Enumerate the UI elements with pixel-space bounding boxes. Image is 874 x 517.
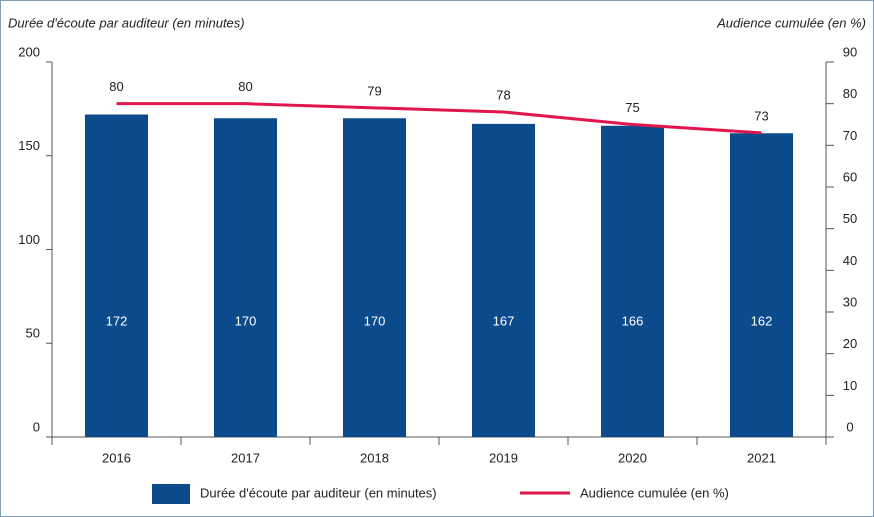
x-tick-label: 2018 xyxy=(360,450,389,465)
line xyxy=(116,102,762,135)
bar-value-label: 170 xyxy=(364,313,386,328)
line-value-label: 79 xyxy=(367,83,381,98)
y-tick-label: 0 xyxy=(33,419,40,434)
bar-value-label: 162 xyxy=(751,313,773,328)
y2-axis-title: Audience cumulée (en %) xyxy=(716,15,866,30)
y2-tick-label: 80 xyxy=(843,86,857,101)
line-value-label: 80 xyxy=(238,79,252,94)
line-value-label: 80 xyxy=(109,79,123,94)
line-value-label: 78 xyxy=(496,87,510,102)
bar xyxy=(730,133,793,437)
bar xyxy=(85,114,148,437)
bar-value-label: 172 xyxy=(106,313,128,328)
y2-tick-label: 20 xyxy=(843,336,857,351)
y2-tick-label: 90 xyxy=(843,44,857,59)
y2-tick-label: 10 xyxy=(843,378,857,393)
legend-label: Durée d'écoute par auditeur (en minutes) xyxy=(200,485,437,500)
bar xyxy=(601,125,664,437)
y-tick-label: 100 xyxy=(18,232,40,247)
line-value-label: 75 xyxy=(625,100,639,115)
y-tick-label: 200 xyxy=(18,44,40,59)
y-tick-label: 50 xyxy=(26,326,40,341)
x-tick-label: 2021 xyxy=(747,450,776,465)
bar-value-label: 170 xyxy=(235,313,257,328)
y2-tick-label: 40 xyxy=(843,253,857,268)
bar-value-label: 166 xyxy=(622,313,644,328)
y-tick-label: 150 xyxy=(18,138,40,153)
y2-tick-label: 60 xyxy=(843,169,857,184)
x-tick-label: 2016 xyxy=(102,450,131,465)
bar-value-label: 167 xyxy=(493,313,515,328)
x-tick-label: 2019 xyxy=(489,450,518,465)
y2-tick-label: 70 xyxy=(843,128,857,143)
y2-tick-label: 50 xyxy=(843,211,857,226)
bar xyxy=(214,118,277,437)
bar xyxy=(343,118,406,437)
y-axis-title: Durée d'écoute par auditeur (en minutes) xyxy=(8,15,245,30)
line-value-label: 73 xyxy=(754,108,768,123)
x-tick-label: 2017 xyxy=(231,450,260,465)
bar xyxy=(472,123,535,437)
y2-tick-label: 0 xyxy=(846,419,853,434)
x-tick-label: 2020 xyxy=(618,450,647,465)
legend-label: Audience cumulée (en %) xyxy=(580,485,729,500)
y2-tick-label: 30 xyxy=(843,294,857,309)
legend-swatch xyxy=(152,484,190,504)
